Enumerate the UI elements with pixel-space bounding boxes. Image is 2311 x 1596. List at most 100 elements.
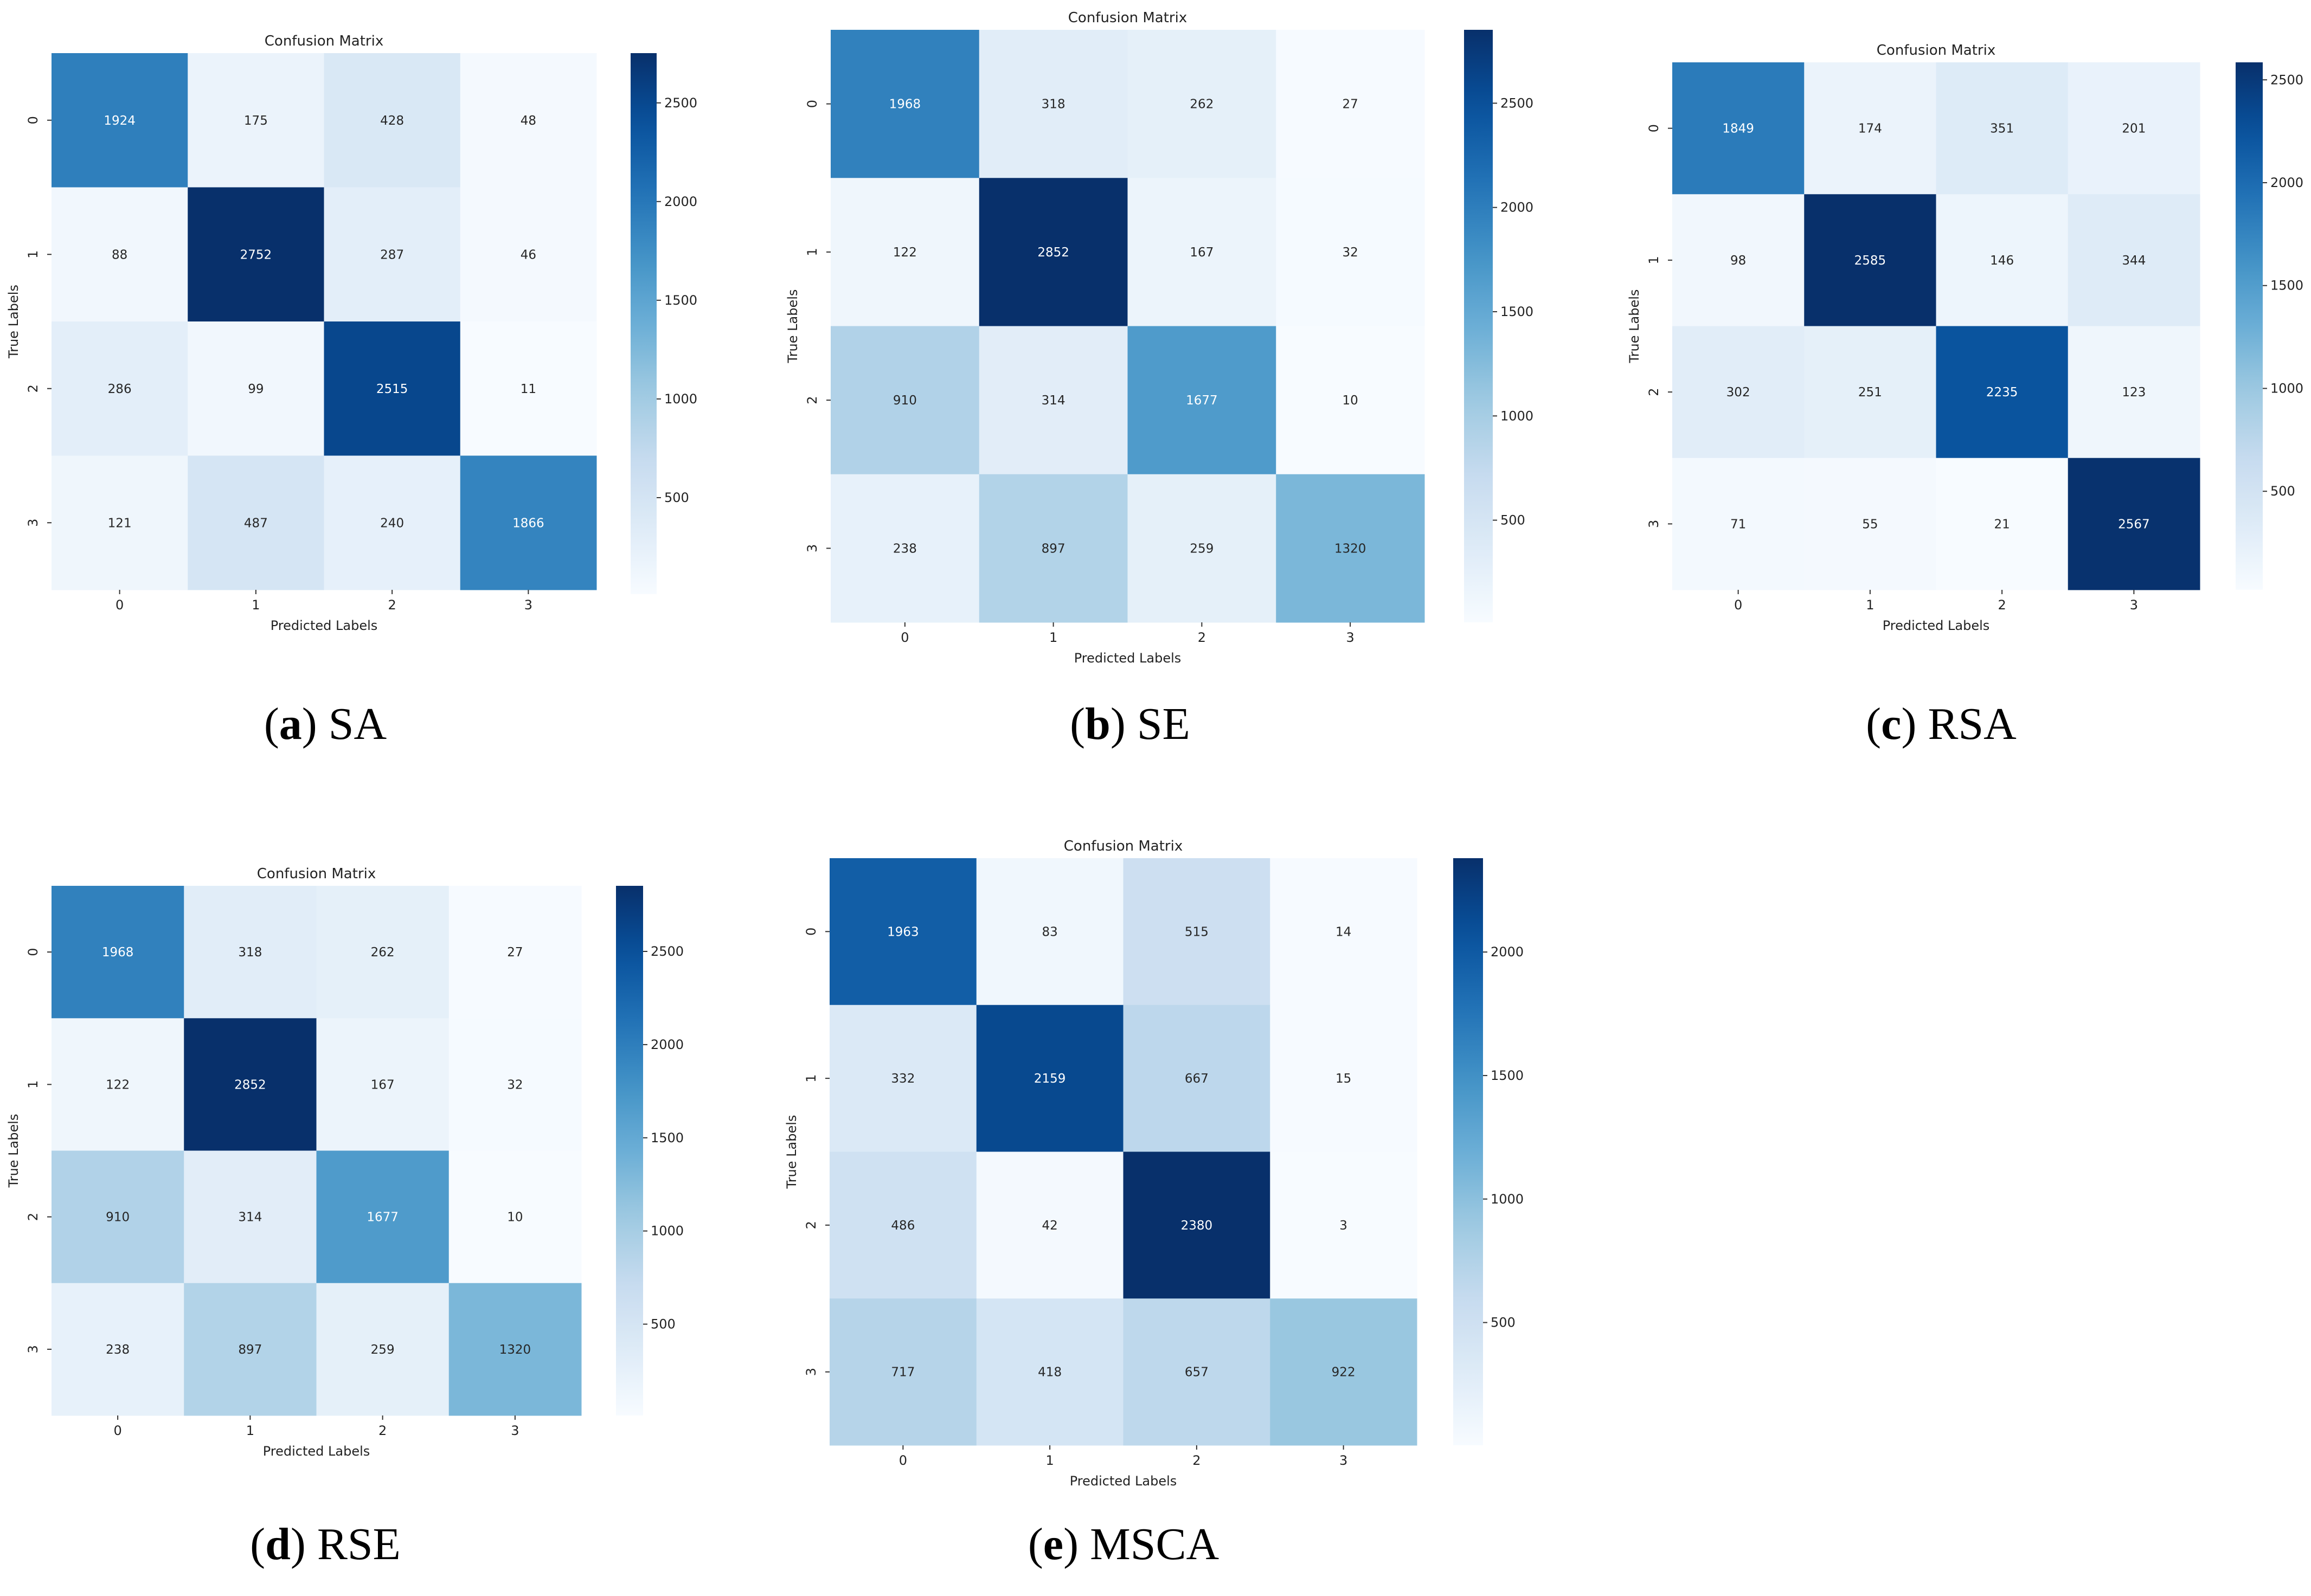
cell-value-r0-c3: 27 — [1342, 98, 1358, 112]
cell-value-r2-c3: 3 — [1339, 1219, 1347, 1233]
cell-value-r1-c0: 122 — [893, 246, 917, 260]
heatmap-cell-r0-c0 — [52, 53, 188, 188]
y-tick-label-0: 0 — [25, 948, 41, 956]
heatmap-cell-r3-c0 — [831, 474, 980, 623]
heatmap-cell-r3-c0 — [1672, 458, 1805, 590]
heatmap-cell-r2-c2 — [1127, 326, 1276, 475]
heatmap-cell-r1-c1 — [979, 178, 1128, 326]
x-tick-label-3: 3 — [1339, 1453, 1347, 1468]
heatmap-cell-r2-c2 — [316, 1150, 450, 1284]
x-tick-label-3: 3 — [2130, 597, 2138, 613]
x-tick-label-1: 1 — [1866, 597, 1874, 613]
heatmap-cell-r2-c1 — [184, 1150, 317, 1284]
cell-value-r1-c2: 667 — [1185, 1072, 1209, 1086]
x-tick-label-1: 1 — [246, 1423, 254, 1438]
colorbar-tick-label-0: 500 — [651, 1317, 676, 1332]
x-axis-label: Predicted Labels — [1070, 1473, 1177, 1489]
x-tick-label-3: 3 — [511, 1423, 519, 1438]
cell-value-r3-c3: 922 — [1332, 1366, 1356, 1380]
y-tick-label-2: 2 — [805, 396, 820, 404]
cell-value-r0-c1: 175 — [244, 114, 268, 128]
cell-value-r2-c0: 302 — [1726, 385, 1750, 400]
colorbar — [631, 53, 657, 594]
heatmap-cell-r3-c2 — [1123, 1298, 1270, 1446]
heatmap-cell-r3-c2 — [1936, 458, 2069, 590]
heatmap-cell-r3-c2 — [316, 1283, 450, 1416]
heatmap-cell-r2-c0 — [830, 1151, 977, 1299]
cell-value-r1-c1: 2752 — [240, 248, 272, 262]
colorbar — [616, 886, 643, 1415]
caption-text: MSCA — [1090, 1519, 1219, 1569]
colorbar-tick-label-0: 500 — [1491, 1315, 1516, 1330]
cell-value-r0-c0: 1968 — [889, 98, 921, 112]
cell-value-r2-c3: 11 — [521, 382, 536, 396]
y-tick-label-2: 2 — [25, 384, 41, 392]
cell-value-r1-c3: 46 — [521, 248, 536, 262]
cell-value-r1-c1: 2585 — [1854, 254, 1886, 268]
cell-value-r2-c2: 2235 — [1986, 385, 2018, 400]
heatmap-cell-r2-c0 — [52, 1150, 184, 1284]
heatmap-cell-r1-c3 — [448, 1018, 582, 1151]
cell-value-r0-c2: 515 — [1185, 925, 1209, 939]
heatmap-cell-r1-c2 — [1936, 194, 2069, 326]
colorbar-tick-label-3: 2000 — [664, 194, 697, 209]
caption-letter: e — [1043, 1519, 1063, 1569]
heatmap-cell-r3-c3 — [1276, 474, 1425, 623]
cell-value-r3-c2: 21 — [1994, 517, 2010, 531]
heatmap-cell-r0-c0 — [52, 886, 184, 1019]
y-tick-label-0: 0 — [804, 928, 819, 936]
cell-value-r3-c0: 121 — [108, 516, 132, 530]
colorbar — [1453, 858, 1483, 1445]
heatmap-cell-r3-c0 — [830, 1298, 977, 1446]
cell-value-r2-c0: 486 — [891, 1219, 915, 1233]
panel-caption: (a) SA — [264, 699, 387, 749]
heatmap-cell-r0-c2 — [1936, 62, 2069, 195]
heatmap-cell-r0-c1 — [1804, 62, 1936, 195]
cell-value-r1-c2: 167 — [371, 1078, 395, 1092]
colorbar-tick-label-4: 2500 — [664, 95, 697, 111]
cell-value-r1-c3: 32 — [507, 1078, 523, 1092]
heatmap-cell-r2-c1 — [1804, 326, 1936, 459]
cell-value-r0-c0: 1963 — [887, 925, 919, 939]
y-tick-label-1: 1 — [804, 1074, 819, 1082]
heatmap-cell-r1-c0 — [52, 187, 188, 322]
panel-caption: (d) RSE — [250, 1519, 401, 1569]
heatmap-cell-r2-c3 — [1276, 326, 1425, 475]
colorbar — [2236, 62, 2263, 590]
y-tick-label-3: 3 — [804, 1368, 819, 1376]
colorbar-tick-label-2: 1500 — [651, 1130, 684, 1145]
cell-value-r0-c3: 201 — [2122, 122, 2146, 136]
cell-value-r3-c3: 1320 — [1334, 542, 1366, 556]
x-axis-label: Predicted Labels — [271, 618, 378, 633]
x-axis-label: Predicted Labels — [263, 1444, 370, 1459]
heatmap-cell-r0-c0 — [830, 858, 977, 1006]
heatmap-cell-r2-c3 — [448, 1150, 582, 1284]
cell-value-r0-c1: 83 — [1042, 925, 1057, 939]
x-tick-label-3: 3 — [1346, 630, 1354, 645]
x-tick-label-2: 2 — [378, 1423, 387, 1438]
cell-value-r0-c1: 318 — [238, 945, 262, 960]
cell-value-r1-c0: 332 — [891, 1072, 915, 1086]
y-tick-label-3: 3 — [805, 544, 820, 552]
cell-value-r2-c3: 123 — [2122, 385, 2146, 400]
colorbar-tick-label-0: 500 — [664, 490, 689, 505]
cell-value-r1-c1: 2159 — [1034, 1072, 1066, 1086]
heatmap-cell-r0-c2 — [324, 53, 461, 188]
heatmap-cell-r0-c3 — [460, 53, 597, 188]
x-tick-label-2: 2 — [1998, 597, 2006, 613]
heatmap-cell-r0-c0 — [1672, 62, 1805, 195]
x-tick-label-0: 0 — [113, 1423, 121, 1438]
cell-value-r2-c0: 910 — [106, 1211, 130, 1225]
heatmap-cell-r1-c0 — [1672, 194, 1805, 326]
caption-letter: a — [279, 699, 302, 749]
cell-value-r3-c1: 487 — [244, 516, 268, 530]
chart-title: Confusion Matrix — [1877, 42, 1995, 59]
colorbar-tick-label-0: 500 — [2270, 484, 2295, 499]
colorbar — [1464, 30, 1493, 622]
cell-value-r3-c3: 1866 — [512, 516, 544, 530]
panel-caption: (e) MSCA — [1028, 1519, 1219, 1569]
cell-value-r3-c2: 259 — [1190, 542, 1214, 556]
heatmap-cell-r3-c3 — [448, 1283, 582, 1416]
